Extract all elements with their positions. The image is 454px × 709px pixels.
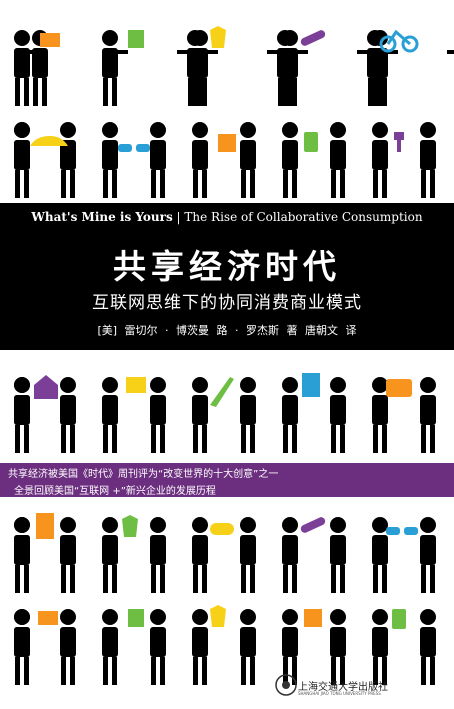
publisher-name: 上海交通大学出版社 — [298, 682, 388, 693]
english-subtitle-rest: | The Rise of Collaborative Consumption — [172, 210, 423, 224]
gamepad-icon — [210, 523, 234, 535]
box-icon — [304, 609, 322, 627]
people-row-2 — [0, 110, 454, 200]
promo-line-2: 全景回顾美国“互联网 +”新兴企业的发展历程 — [14, 486, 216, 497]
title-band — [0, 203, 454, 350]
house-icon — [34, 375, 58, 399]
sunglasses-icon — [386, 527, 418, 535]
book-subtitle: 互联网思维下的协同消费商业模式 — [92, 293, 362, 313]
book-icon — [128, 609, 144, 627]
car-icon — [30, 136, 68, 146]
publisher-logo — [275, 674, 297, 696]
people-row-1-art — [14, 26, 454, 106]
sunglasses-icon — [118, 144, 150, 152]
ipod-icon — [392, 609, 406, 629]
promo-band — [0, 463, 454, 497]
book-title: 共享经济时代 — [113, 247, 341, 286]
skateboard-icon — [300, 30, 326, 46]
authors-line: [美] 雷切尔 · 博茨曼 路 · 罗杰斯 著 唐朝文 译 — [97, 324, 357, 337]
promo-line-1: 共享经济被美国《时代》周刊评为“改变世界的十大创意”之一 — [8, 469, 279, 480]
english-subtitle-bold: What's Mine is Yours — [31, 210, 173, 224]
price-tag-icon — [36, 513, 54, 539]
people-row-3 — [0, 365, 454, 455]
people-row-3-art — [14, 373, 436, 453]
laptop-icon — [38, 611, 58, 625]
publisher-english-name: SHANGHAI JIAO TONG UNIVERSITY PRESS — [298, 691, 381, 696]
laptop-icon — [40, 33, 60, 47]
people-row-2-art — [14, 122, 436, 198]
box-icon — [218, 134, 236, 152]
people-row-4 — [0, 505, 454, 595]
skateboard-icon — [300, 517, 326, 533]
laptop-icon — [126, 377, 146, 393]
people-row-4-art — [14, 513, 436, 593]
ipod-icon — [304, 132, 318, 152]
bicycle-icon — [379, 29, 419, 53]
book-icon — [128, 30, 144, 48]
people-row-1 — [0, 18, 454, 108]
key-icon — [394, 132, 404, 152]
shirt-icon — [210, 26, 226, 48]
people-row-5 — [0, 597, 454, 687]
shirt-icon — [122, 515, 138, 537]
camera-icon — [386, 379, 412, 397]
calculator-icon — [302, 373, 320, 397]
people-row-5-art — [14, 605, 436, 685]
shirt-icon — [210, 605, 226, 627]
english-subtitle: What's Mine is Yours | The Rise of Colla… — [0, 210, 454, 224]
guitar-icon — [210, 377, 234, 407]
